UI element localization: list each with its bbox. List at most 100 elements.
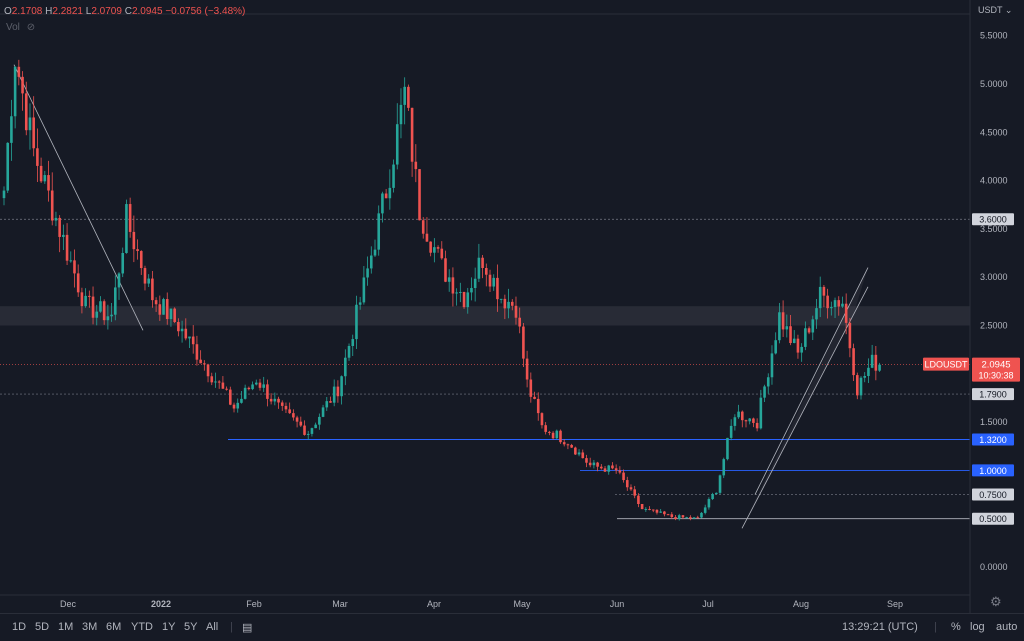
candle-body <box>114 287 117 315</box>
candle-body <box>269 398 273 402</box>
candle-body <box>169 308 173 320</box>
utc-clock[interactable]: 13:29:21 (UTC) <box>842 621 918 633</box>
candle-body <box>154 300 158 305</box>
candle-body <box>203 363 206 365</box>
candle-body <box>837 300 841 307</box>
open-value: 2.1708 <box>11 6 43 17</box>
candle-body <box>581 452 585 459</box>
timeframe-ytd[interactable]: YTD <box>131 621 153 633</box>
candle-body <box>522 326 525 359</box>
candle-body <box>314 424 317 429</box>
percent-toggle[interactable]: % <box>951 621 961 633</box>
eye-off-icon[interactable]: ⊘ <box>26 22 36 33</box>
candle-body <box>488 274 492 287</box>
candle-body <box>340 376 343 397</box>
candle-body <box>418 169 421 221</box>
gear-icon[interactable]: ⚙ <box>990 594 1002 609</box>
countdown-label: 10:30:38 <box>978 371 1013 381</box>
candle-body <box>622 472 625 481</box>
candle-body <box>718 475 722 493</box>
downtrend-line <box>13 64 144 331</box>
y-tick-label: 0.0000 <box>980 562 1008 572</box>
candle-body <box>503 298 507 309</box>
y-tick-label: 3.5000 <box>980 224 1008 234</box>
candle-body <box>292 413 295 418</box>
candle-body <box>125 204 128 253</box>
currency-unit[interactable]: USDT ⌄ <box>978 5 1012 16</box>
candle-body <box>459 291 462 293</box>
candle-body <box>570 444 573 448</box>
candle-body <box>444 258 447 282</box>
uptrend-channel-fill <box>742 267 868 529</box>
ohlc-legend: O2.1708 H2.2821 L2.0709 C2.0945 −0.0756 … <box>4 6 245 17</box>
candle-body <box>733 417 737 426</box>
candle-body <box>726 437 729 460</box>
candle-body <box>822 286 826 296</box>
x-tick-label: Sep <box>887 599 903 609</box>
last-price-tag <box>972 357 1020 382</box>
timeframe-1m[interactable]: 1M <box>58 621 74 633</box>
candle-body <box>251 384 254 390</box>
toolbar-divider: | <box>230 621 233 633</box>
volume-legend[interactable]: Vol ⊘ <box>6 22 35 33</box>
candle-body <box>752 418 755 423</box>
candle-body <box>811 319 815 333</box>
candle-body <box>496 277 499 300</box>
candle-body <box>173 308 176 323</box>
candle-body <box>28 117 32 131</box>
candle-body <box>329 401 332 403</box>
candle-body <box>191 336 195 345</box>
candle-body <box>32 117 35 149</box>
candle-body <box>729 425 733 438</box>
candle-body <box>143 268 147 284</box>
candle-body <box>225 388 228 390</box>
candle-body <box>336 386 340 397</box>
candle-body <box>321 407 325 417</box>
timeframe-3m[interactable]: 3M <box>82 621 98 633</box>
high-label: H <box>45 6 53 17</box>
candle-body <box>429 241 432 253</box>
x-tick-label: Apr <box>427 599 441 609</box>
candle-body <box>76 273 80 293</box>
candle-body <box>477 257 481 279</box>
candle-body <box>485 267 488 275</box>
candle-body <box>778 312 781 341</box>
candle-body <box>696 517 700 519</box>
timeframe-1y[interactable]: 1Y <box>162 621 176 633</box>
candle-body <box>84 295 87 307</box>
candle-body <box>217 381 221 383</box>
calendar-range-icon[interactable]: ▤ <box>242 622 253 634</box>
candle-body <box>254 382 258 385</box>
candle-body <box>856 375 859 396</box>
candle-body <box>384 193 388 199</box>
candle-body <box>188 336 191 339</box>
open-label: O <box>4 6 12 17</box>
candle-body <box>236 402 240 409</box>
x-tick-label: Dec <box>60 599 77 609</box>
candle-body <box>548 431 551 433</box>
candle-body <box>544 425 547 432</box>
candle-body <box>870 354 874 368</box>
candle-body <box>863 376 867 378</box>
candle-body <box>132 231 136 250</box>
low-value: 2.0709 <box>91 6 122 17</box>
candle-body <box>95 311 99 318</box>
x-tick-label: 2022 <box>151 599 171 609</box>
candle-body <box>770 353 774 378</box>
candle-body <box>266 384 269 399</box>
candle-body <box>177 322 180 332</box>
candle-body <box>577 452 581 455</box>
timeframe-6m[interactable]: 6M <box>106 621 122 633</box>
candle-body <box>13 66 17 117</box>
timeframe-all[interactable]: All <box>206 621 219 633</box>
log-toggle[interactable]: log <box>970 621 985 633</box>
price-level-tag <box>972 213 1014 226</box>
candle-body <box>722 459 726 476</box>
timeframe-5d[interactable]: 5D <box>35 621 50 633</box>
timeframe-5y[interactable]: 5Y <box>184 621 198 633</box>
candle-body <box>518 317 521 327</box>
auto-toggle[interactable]: auto <box>996 621 1018 633</box>
candle-body <box>529 379 533 397</box>
timeframe-1d[interactable]: 1D <box>12 621 27 633</box>
